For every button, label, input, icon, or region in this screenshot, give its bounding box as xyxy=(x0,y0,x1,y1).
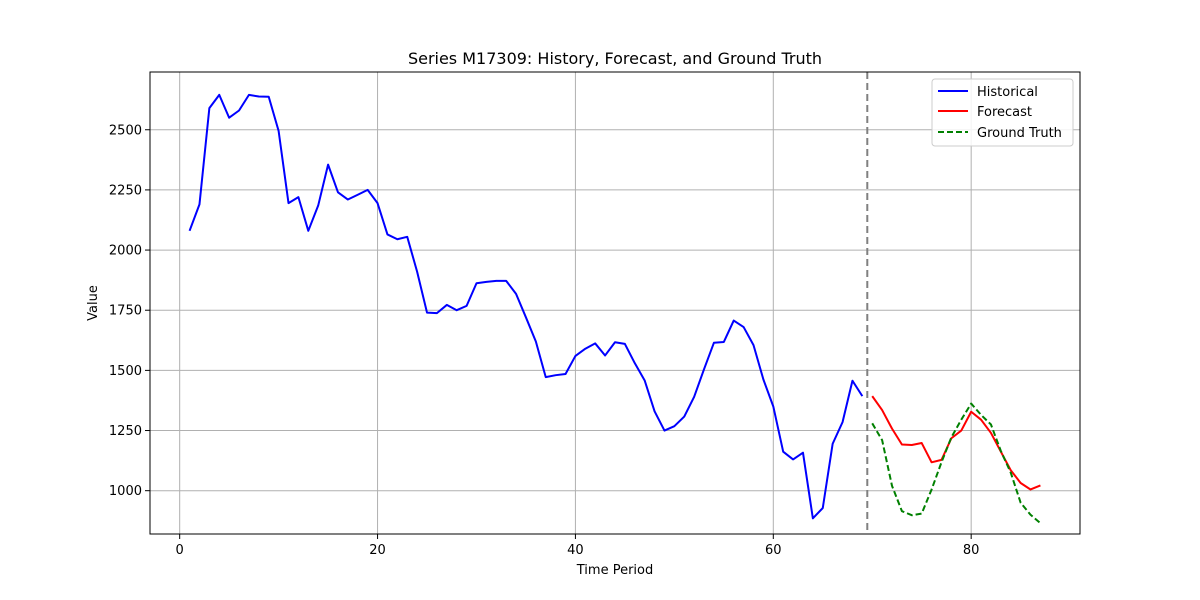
x-tick-label: 20 xyxy=(369,543,386,558)
y-tick-label: 2250 xyxy=(109,183,142,198)
legend-box xyxy=(931,78,1074,147)
y-axis-ticks: 1000 1250 1500 1750 2000 2250 2500 xyxy=(109,123,150,499)
y-tick-label: 2500 xyxy=(109,123,142,138)
series-line-historical xyxy=(188,93,864,520)
chart-title: Series M17309: History, Forecast, and Gr… xyxy=(408,49,822,68)
legend-label-ground-truth: Ground Truth xyxy=(977,126,1062,141)
y-tick-label: 1500 xyxy=(109,364,142,379)
y-tick-label: 1250 xyxy=(109,424,142,439)
y-tick-label: 1750 xyxy=(109,304,142,319)
y-tick-label: 2000 xyxy=(109,244,142,259)
x-axis-label: Time Period xyxy=(576,563,653,578)
grid-lines xyxy=(150,72,1080,534)
plot-area xyxy=(149,71,1081,535)
y-axis-label: Value xyxy=(86,285,101,321)
x-tick-label: 80 xyxy=(963,543,980,558)
x-axis-ticks: 0 20 40 60 80 xyxy=(176,534,980,558)
legend-label-historical: Historical xyxy=(977,85,1038,100)
x-tick-label: 40 xyxy=(567,543,584,558)
y-tick-label: 1000 xyxy=(109,484,142,499)
x-tick-label: 0 xyxy=(176,543,184,558)
series-lines xyxy=(188,93,1042,524)
series-line-ground-truth xyxy=(871,402,1042,524)
legend-label-forecast: Forecast xyxy=(977,105,1032,120)
legend: Historical Forecast Ground Truth xyxy=(931,78,1074,147)
x-tick-label: 60 xyxy=(765,543,782,558)
series-line-forecast xyxy=(871,395,1041,491)
